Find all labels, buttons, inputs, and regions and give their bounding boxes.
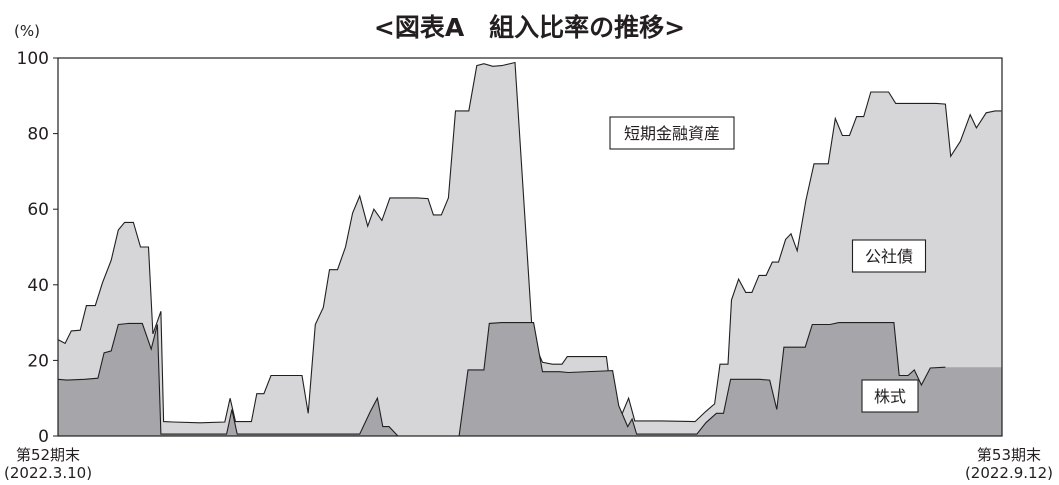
stock-area xyxy=(58,322,1002,436)
y-tick-label: 60 xyxy=(27,200,49,220)
annotation-label: 株式 xyxy=(874,387,906,406)
x-label-start: 第52期末 (2022.3.10) xyxy=(4,446,92,482)
stock-line xyxy=(57,322,946,437)
y-axis-unit: (%) xyxy=(14,22,40,40)
y-tick-label: 80 xyxy=(27,125,49,145)
annotation-label: 公社債 xyxy=(865,247,913,266)
chart-areas xyxy=(57,58,1002,437)
x-label-end-date: (2022.9.12) xyxy=(964,464,1053,482)
y-tick-label: 40 xyxy=(27,276,49,296)
annotation-box xyxy=(861,379,919,413)
x-label-start-period: 第52期末 xyxy=(15,446,81,464)
annotation-box xyxy=(851,239,927,273)
x-label-start-date: (2022.3.10) xyxy=(4,464,93,482)
x-label-end: 第53期末 (2022.9.12) xyxy=(965,446,1053,482)
chart-title: <図表A 組入比率の推移> xyxy=(373,13,686,42)
y-tick-label: 100 xyxy=(17,49,49,69)
annotation-box xyxy=(609,116,735,150)
corporate-bond-line xyxy=(57,61,1002,424)
plot-frame xyxy=(57,57,1003,437)
annotation-label: 短期金融資産 xyxy=(624,124,720,143)
x-label-end-period: 第53期末 xyxy=(976,446,1042,464)
y-tick-label: 0 xyxy=(38,427,49,447)
corporate-bond-area xyxy=(58,62,1002,436)
y-axis-ticks: 0 20 40 60 80 100 xyxy=(17,49,58,447)
y-tick-label: 20 xyxy=(27,351,49,371)
